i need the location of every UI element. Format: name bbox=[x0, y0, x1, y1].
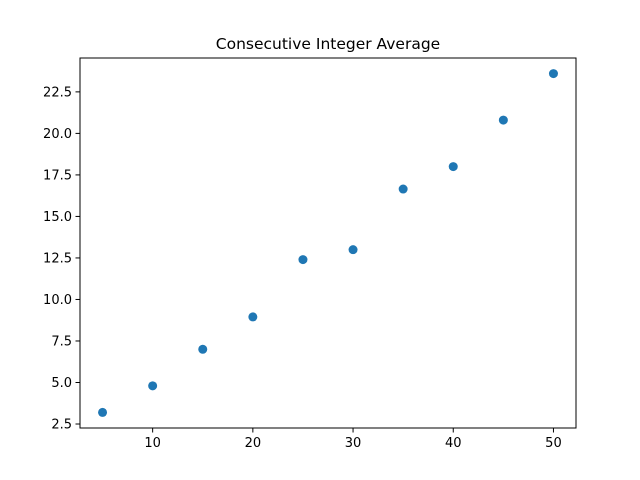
y-tick-label: 7.5 bbox=[51, 334, 72, 349]
scatter-point bbox=[448, 162, 458, 172]
y-tick-label: 5.0 bbox=[51, 376, 72, 391]
scatter-point bbox=[498, 115, 508, 125]
y-tick-label: 12.5 bbox=[43, 251, 72, 266]
scatter-point bbox=[148, 381, 158, 391]
scatter-point bbox=[98, 407, 108, 417]
y-tick-label: 15.0 bbox=[43, 210, 72, 225]
scatter-point bbox=[398, 184, 408, 194]
scatter-point bbox=[198, 344, 208, 354]
y-tick-label: 17.5 bbox=[43, 168, 72, 183]
x-tick-label: 20 bbox=[245, 436, 262, 451]
scatter-point bbox=[298, 255, 308, 265]
y-tick-label: 22.5 bbox=[43, 85, 72, 100]
scatter-point bbox=[548, 69, 558, 79]
y-tick-label: 20.0 bbox=[43, 127, 72, 142]
points-layer bbox=[98, 69, 558, 417]
x-tick-label: 50 bbox=[545, 436, 562, 451]
scatter-point bbox=[348, 245, 358, 255]
chart-title: Consecutive Integer Average bbox=[216, 35, 440, 53]
x-tick-label: 40 bbox=[445, 436, 462, 451]
x-tick-label: 10 bbox=[144, 436, 161, 451]
y-axis: 2.5 5.0 7.5 10.0 12.5 15.0 17.5 20.0 22.5 bbox=[43, 85, 80, 433]
y-tick-label: 10.0 bbox=[43, 293, 72, 308]
x-axis: 10 20 30 40 50 bbox=[144, 428, 562, 451]
x-tick-label: 30 bbox=[345, 436, 362, 451]
scatter-point bbox=[248, 312, 258, 322]
plot-frame bbox=[79, 57, 577, 429]
y-tick-label: 2.5 bbox=[51, 418, 72, 433]
